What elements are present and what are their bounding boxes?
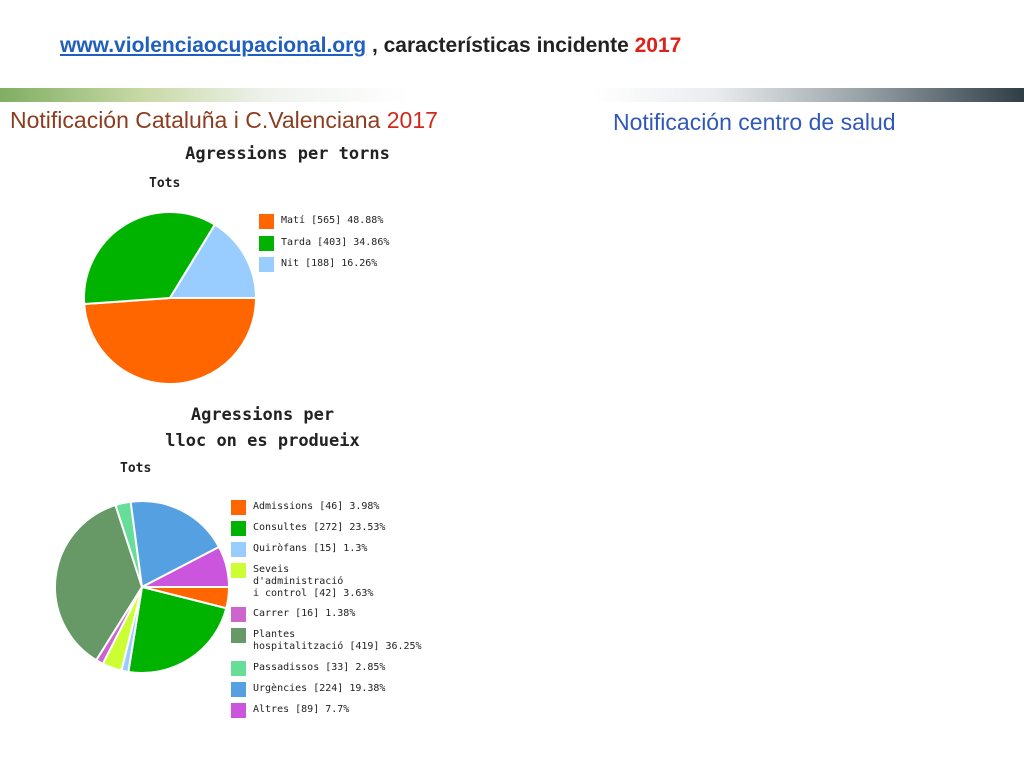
chart1-legend-item-1: Tarda [403] 34.86% <box>259 235 390 251</box>
chart1-legend-label-0: Matí [565] 48.88% <box>281 215 384 226</box>
chart2-legend-swatch-5 <box>231 628 246 643</box>
chart2-legend-item-5: Plantes hospitalització [419] 36.25% <box>231 628 422 653</box>
chart2-legend-label-2: Quiròfans [15] 1.3% <box>253 543 368 554</box>
chart2-slice-5 <box>54 503 144 662</box>
header-text: , características incidente <box>366 34 635 57</box>
chart2-legend-swatch-4 <box>231 607 246 622</box>
chart2-legend-item-1: Consultes [272] 23.53% <box>231 521 385 536</box>
chart2-legend-swatch-3 <box>231 563 246 578</box>
chart1-legend-item-0: Matí [565] 48.88% <box>259 214 383 229</box>
chart2-subtitle: Tots <box>120 461 152 476</box>
chart2-legend-label-7: Urgències [224] 19.38% <box>253 682 386 694</box>
chart1-legend-label-2: Nit [188] 16.26% <box>281 258 378 269</box>
decorative-band <box>0 88 1024 102</box>
chart2-legend-item-8: Altres [89] 7.7% <box>231 702 350 718</box>
chart1-slice-2 <box>168 223 258 299</box>
chart2-legend-swatch-2 <box>231 542 246 557</box>
chart2-legend-item-2: Quiròfans [15] 1.3% <box>231 542 367 557</box>
chart2-slice-1 <box>127 585 228 674</box>
chart2-legend-swatch-8 <box>231 702 246 718</box>
chart2-legend-item-3: Seveis d'administració i control [42] 3.… <box>231 563 373 600</box>
chart2-legend-swatch-0 <box>231 500 246 515</box>
chart1-legend-swatch-1 <box>259 235 274 251</box>
chart2-legend-label-5: Plantes hospitalització [419] 36.25% <box>253 629 422 652</box>
chart2-slice-7 <box>129 500 221 589</box>
chart1-legend-item-2: Nit [188] 16.26% <box>259 257 377 272</box>
chart2-legend-item-6: Passadissos [33] 2.85% <box>231 660 386 676</box>
chart1-legend-swatch-0 <box>259 214 274 229</box>
chart1-legend-swatch-2 <box>259 257 274 272</box>
chart1-slice-0 <box>83 297 258 386</box>
chart2-legend-swatch-1 <box>231 521 246 536</box>
chart2-legend-label-1: Consultes [272] 23.53% <box>253 522 386 533</box>
chart2-title: Agressions per lloc on es produeix <box>165 405 360 451</box>
chart2-legend-swatch-6 <box>231 660 246 676</box>
chart1-legend-label-1: Tarda [403] 34.86% <box>281 236 390 248</box>
chart2-slice-8 <box>141 545 231 588</box>
chart2-legend-label-3: Seveis d'administració i control [42] 3.… <box>253 564 374 599</box>
chart1-slice-1 <box>83 211 217 306</box>
right-section-title: Notificación centro de salud <box>613 109 896 135</box>
website-link[interactable]: www.violenciaocupacional.org <box>60 34 367 57</box>
header-year: 2017 <box>634 34 682 57</box>
chart2-legend-item-0: Admissions [46] 3.98% <box>231 500 379 515</box>
chart1-subtitle: Tots <box>149 176 181 191</box>
left-section-year: 2017 <box>386 107 438 133</box>
chart2-legend-item-7: Urgències [224] 19.38% <box>231 681 386 697</box>
chart2-legend-label-4: Carrer [16] 1.38% <box>253 608 356 619</box>
left-section-title: Notificación Cataluña i C.Valenciana 201… <box>10 107 438 134</box>
chart2-legend-label-6: Passadissos [33] 2.85% <box>253 661 386 673</box>
left-section-title-text: Notificación Cataluña i C.Valenciana <box>10 107 387 133</box>
chart2-legend-item-4: Carrer [16] 1.38% <box>231 607 355 622</box>
chart2-legend-label-8: Altres [89] 7.7% <box>253 703 350 715</box>
chart2-legend-label-0: Admissions [46] 3.98% <box>253 501 380 512</box>
chart1-title: Agressions per torns <box>185 144 390 164</box>
chart2-legend-swatch-7 <box>231 681 246 697</box>
slide-header: www.violenciaocupacional.org , caracterí… <box>60 34 681 58</box>
